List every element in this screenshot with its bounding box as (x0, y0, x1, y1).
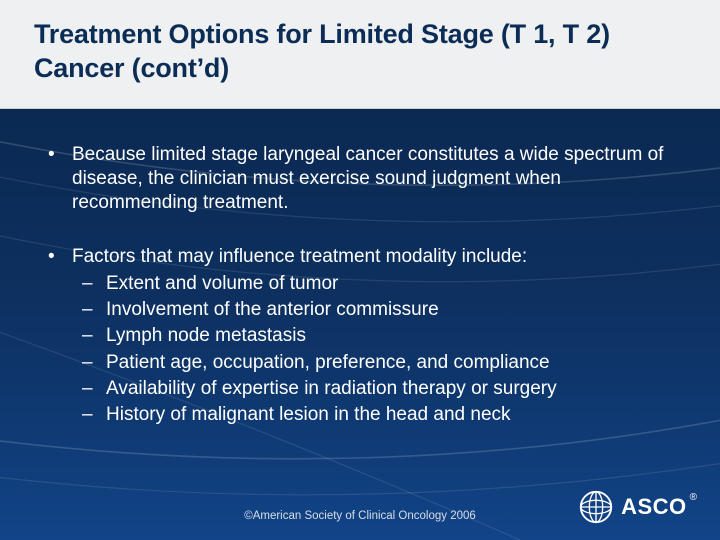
globe-icon (577, 488, 615, 526)
slide: Treatment Options for Limited Stage (T 1… (0, 0, 720, 540)
sub-bullet-item: Involvement of the anterior commissure (72, 298, 676, 322)
registered-mark: ® (690, 492, 697, 503)
bullet-item: Because limited stage laryngeal cancer c… (44, 143, 676, 216)
sub-bullet-item: History of malignant lesion in the head … (72, 403, 676, 427)
sub-bullet-item: Patient age, occupation, preference, and… (72, 351, 676, 375)
title-bar: Treatment Options for Limited Stage (T 1… (0, 0, 720, 109)
asco-logo: ASCO ® (577, 488, 700, 526)
logo-text: ASCO (621, 494, 687, 520)
bullet-list: Because limited stage laryngeal cancer c… (44, 143, 676, 428)
bullet-text: Factors that may influence treatment mod… (72, 246, 527, 267)
sub-bullet-text: Lymph node metastasis (106, 325, 306, 346)
sub-bullet-text: Involvement of the anterior commissure (106, 299, 439, 320)
sub-bullet-item: Availability of expertise in radiation t… (72, 377, 676, 401)
sub-bullet-text: Availability of expertise in radiation t… (106, 378, 557, 399)
sub-bullet-item: Lymph node metastasis (72, 324, 676, 348)
sub-bullet-text: Extent and volume of tumor (106, 273, 338, 294)
sub-bullet-list: Extent and volume of tumor Involvement o… (72, 272, 676, 428)
bullet-item: Factors that may influence treatment mod… (44, 245, 676, 427)
slide-title: Treatment Options for Limited Stage (T 1… (34, 18, 686, 86)
slide-body: Because limited stage laryngeal cancer c… (0, 109, 720, 428)
sub-bullet-text: History of malignant lesion in the head … (106, 404, 511, 425)
sub-bullet-text: Patient age, occupation, preference, and… (106, 352, 550, 373)
sub-bullet-item: Extent and volume of tumor (72, 272, 676, 296)
bullet-text: Because limited stage laryngeal cancer c… (72, 144, 663, 214)
